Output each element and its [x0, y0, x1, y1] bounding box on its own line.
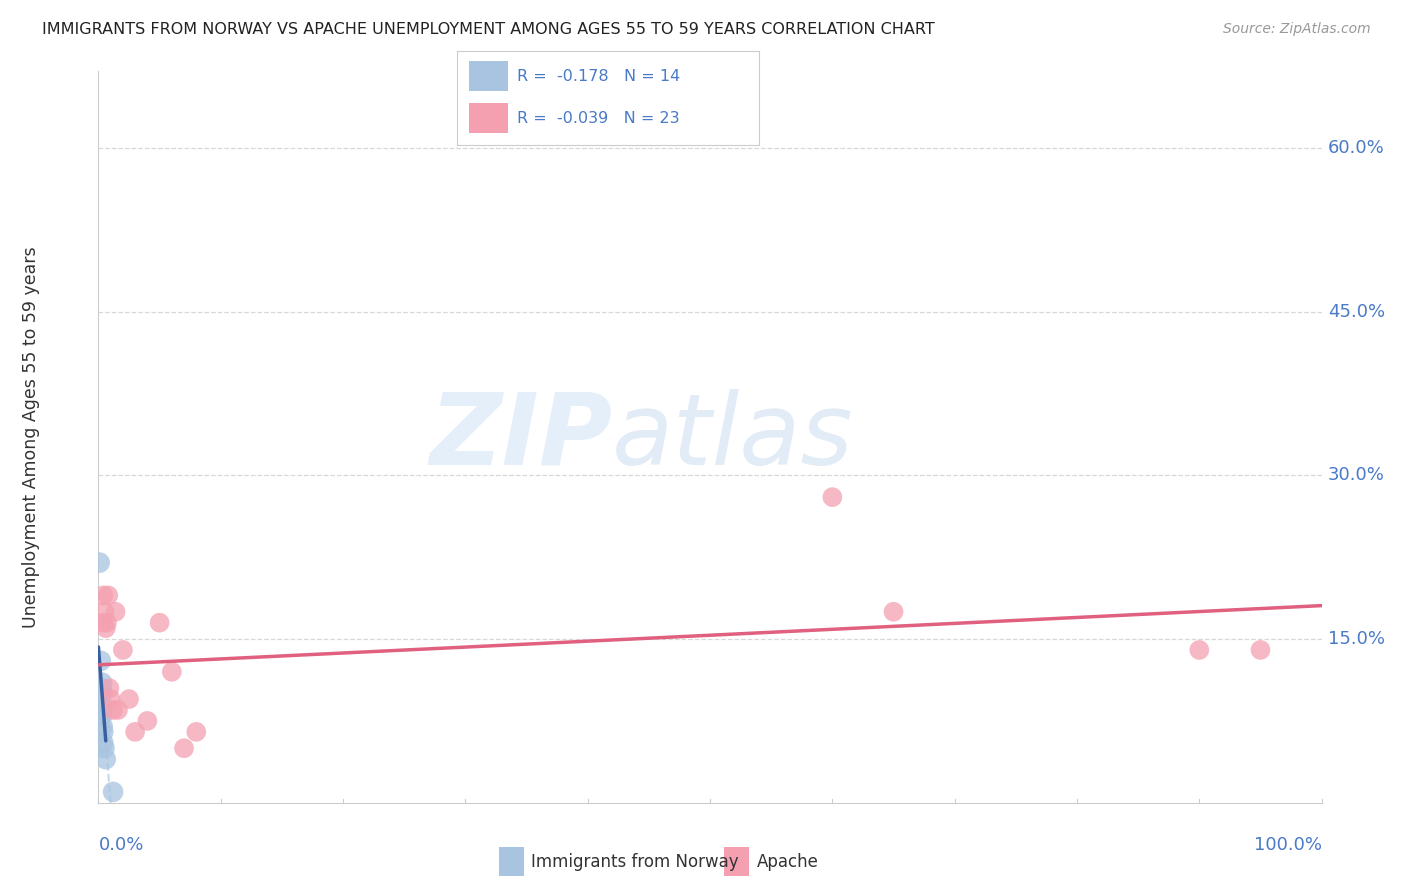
- Text: Source: ZipAtlas.com: Source: ZipAtlas.com: [1223, 22, 1371, 37]
- Point: [100, 692, 122, 706]
- Text: 45.0%: 45.0%: [1327, 302, 1385, 320]
- Point: [101, 703, 124, 717]
- Point: [160, 665, 183, 679]
- Point: [91, 675, 114, 690]
- Point: [91, 687, 114, 701]
- Point: [186, 724, 208, 739]
- Point: [90, 681, 112, 695]
- Text: 0.0%: 0.0%: [98, 836, 143, 854]
- Point: [96, 615, 118, 630]
- Point: [107, 703, 129, 717]
- Point: [91, 719, 114, 733]
- Point: [91, 698, 114, 712]
- Point: [1249, 643, 1271, 657]
- Point: [118, 692, 141, 706]
- Point: [89, 556, 111, 570]
- Point: [124, 724, 146, 739]
- Point: [883, 605, 905, 619]
- Text: atlas: atlas: [612, 389, 853, 485]
- Text: IMMIGRANTS FROM NORWAY VS APACHE UNEMPLOYMENT AMONG AGES 55 TO 59 YEARS CORRELAT: IMMIGRANTS FROM NORWAY VS APACHE UNEMPLO…: [42, 22, 935, 37]
- Point: [149, 615, 172, 630]
- Point: [1188, 643, 1211, 657]
- Text: ZIP: ZIP: [429, 389, 612, 485]
- Point: [94, 752, 117, 766]
- Text: 100.0%: 100.0%: [1254, 836, 1322, 854]
- Point: [91, 703, 114, 717]
- Point: [90, 654, 112, 668]
- Point: [94, 621, 117, 635]
- Text: 30.0%: 30.0%: [1327, 467, 1385, 484]
- Point: [91, 736, 114, 750]
- Point: [111, 643, 134, 657]
- Point: [821, 490, 844, 504]
- Point: [91, 588, 114, 602]
- Point: [136, 714, 159, 728]
- Text: 60.0%: 60.0%: [1327, 139, 1385, 157]
- FancyBboxPatch shape: [470, 103, 509, 133]
- Point: [93, 741, 115, 756]
- Point: [91, 615, 114, 630]
- Point: [173, 741, 195, 756]
- Text: R =  -0.178   N = 14: R = -0.178 N = 14: [517, 69, 681, 84]
- FancyBboxPatch shape: [470, 62, 509, 91]
- Point: [91, 724, 114, 739]
- Text: Immigrants from Norway: Immigrants from Norway: [531, 853, 740, 871]
- Point: [104, 605, 127, 619]
- Text: Apache: Apache: [756, 853, 818, 871]
- Point: [97, 588, 120, 602]
- Text: 15.0%: 15.0%: [1327, 630, 1385, 648]
- Text: R =  -0.039   N = 23: R = -0.039 N = 23: [517, 111, 681, 126]
- Text: Unemployment Among Ages 55 to 59 years: Unemployment Among Ages 55 to 59 years: [22, 246, 41, 628]
- Point: [101, 785, 124, 799]
- Point: [91, 708, 114, 723]
- Point: [98, 681, 121, 695]
- Point: [93, 605, 115, 619]
